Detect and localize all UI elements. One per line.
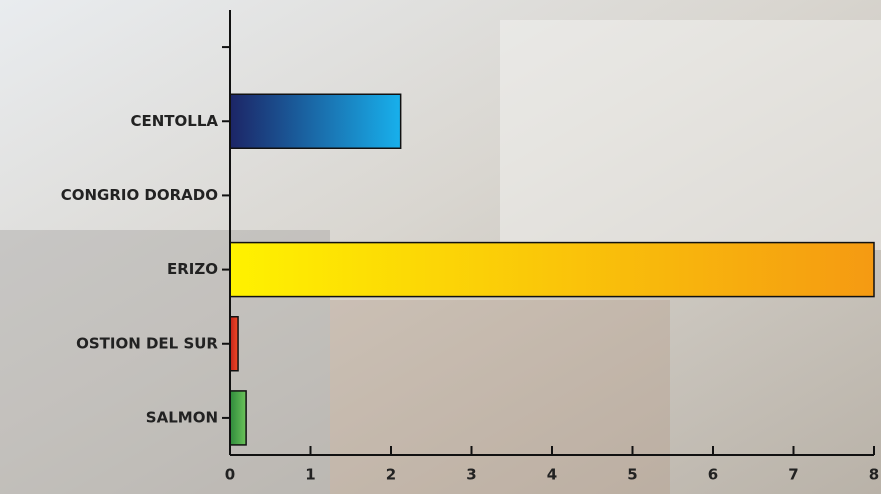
bar — [229, 316, 239, 372]
x-tick-label: 7 — [788, 466, 798, 484]
x-tick-label: 3 — [466, 466, 476, 484]
bar — [229, 390, 247, 446]
x-tick-label: 2 — [386, 466, 396, 484]
background-shape — [330, 300, 670, 494]
x-tick-label: 8 — [869, 466, 879, 484]
background-shape — [500, 20, 881, 250]
y-tick-label: CONGRIO DORADO — [61, 186, 218, 204]
y-tick-label: OSTION DEL SUR — [76, 334, 218, 352]
x-tick-label: 0 — [225, 466, 235, 484]
x-tick-label: 4 — [547, 466, 557, 484]
bar — [229, 241, 875, 298]
x-tick-label: 6 — [708, 466, 718, 484]
y-tick-label: SALMON — [146, 408, 218, 426]
y-tick-label: ERIZO — [167, 260, 218, 278]
x-tick-label: 1 — [305, 466, 315, 484]
bar — [229, 93, 402, 149]
x-tick-label: 5 — [627, 466, 637, 484]
y-tick-label: CENTOLLA — [130, 112, 218, 130]
